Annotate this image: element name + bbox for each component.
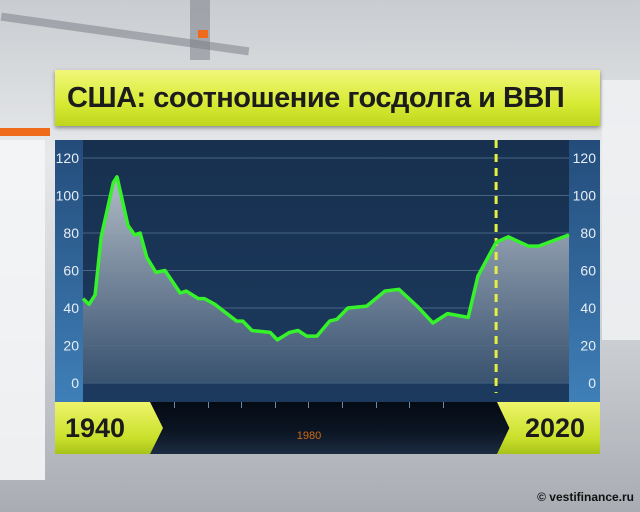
chart: 0 0 20 20 40 40 60 60 80 80 100 100 120 120	[55, 140, 600, 402]
timeline-bar	[140, 402, 520, 454]
chart-title-bar: США: соотношение госдолга и ВВП	[55, 70, 600, 126]
y-tick-label-right: 60	[580, 263, 596, 279]
background-accent	[0, 128, 50, 136]
timeline-start-label: 1940	[65, 412, 126, 443]
chart-title: США: соотношение госдолга и ВВП	[67, 82, 565, 114]
y-tick-label-left: 40	[63, 300, 79, 316]
y-tick-label-left: 20	[63, 338, 79, 354]
timeline-tick	[274, 402, 276, 408]
timeline-tick	[308, 402, 310, 408]
left-axis-band	[55, 140, 83, 402]
background-accent	[198, 30, 208, 38]
y-tick-label-left: 100	[56, 188, 80, 204]
y-tick-label-right: 20	[580, 338, 596, 354]
timeline-mid-label: 1980	[296, 430, 322, 442]
timeline-tick	[442, 402, 444, 408]
y-tick-label-left: 80	[63, 225, 79, 241]
watermark: © vestifinance.ru	[537, 490, 634, 504]
timeline-end-tag: 2020	[497, 402, 600, 454]
background-beam	[0, 12, 250, 56]
y-tick-label-left: 0	[71, 375, 79, 391]
timeline-tick	[241, 402, 243, 408]
y-tick-label-right: 100	[573, 188, 597, 204]
timeline-tick	[207, 402, 209, 408]
timeline-start-tag: 1940	[55, 402, 163, 454]
timeline-tick	[174, 402, 175, 408]
y-tick-label-right: 0	[588, 375, 596, 391]
y-tick-label-right: 40	[580, 300, 596, 316]
timeline-tick	[375, 402, 377, 408]
y-tick-label-right: 120	[573, 150, 597, 166]
data-line	[81, 175, 570, 342]
right-axis-band	[569, 140, 600, 402]
y-tick-label-right: 80	[580, 225, 596, 241]
y-tick-label-left: 120	[56, 150, 80, 166]
background-panel	[0, 140, 45, 480]
timeline-tick	[409, 402, 411, 408]
y-tick-label-left: 60	[63, 263, 79, 279]
background-panel	[602, 80, 640, 340]
area-fill	[83, 176, 569, 383]
timeline-tick	[342, 402, 343, 408]
timeline-end-label: 2020	[525, 412, 586, 443]
